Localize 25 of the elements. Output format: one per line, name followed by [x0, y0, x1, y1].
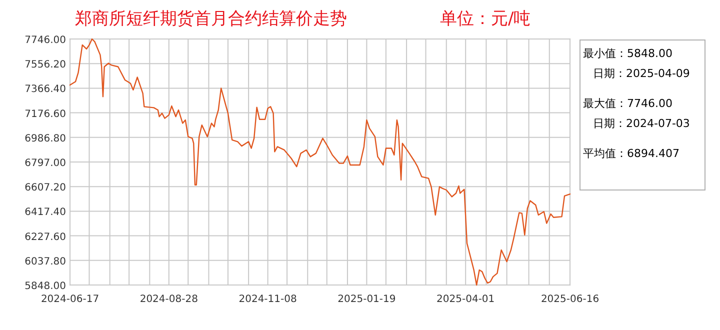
x-tick-label: 2025-01-19 [338, 294, 396, 305]
text: 最大值：7746.00 [583, 97, 672, 110]
y-tick-label: 6227.60 [24, 232, 66, 243]
x-tick-label: 2024-06-17 [40, 294, 100, 305]
y-tick-label: 5848.00 [24, 281, 66, 292]
y-tick-label: 7556.20 [24, 60, 66, 71]
x-tick-label: 2024-11-08 [238, 294, 297, 305]
y-tick-label: 7176.60 [24, 108, 66, 120]
title: 郑商所短纤期货首月合约结算价走势 [75, 9, 347, 29]
y-tick-label: 7366.40 [24, 84, 66, 96]
y-tick-label: 6037.80 [24, 256, 66, 268]
line-series [69, 38, 571, 286]
text: 平均值：6894.407 [583, 147, 680, 160]
y-tick-label: 6607.20 [24, 182, 66, 194]
x-tick-label: 2025-06-16 [540, 294, 600, 305]
y-tick-label: 6797.00 [24, 158, 66, 169]
text: 最小值：5848.00 [583, 47, 672, 60]
text: 日期：2025-04-09 [593, 67, 690, 80]
text: 日期：2024-07-03 [593, 117, 690, 130]
subtitle: 单位：元/吨 [440, 9, 531, 29]
y-tick-label: 6417.40 [24, 207, 66, 218]
y-tick-label: 7746.00 [24, 35, 66, 46]
x-tick-label: 2024-08-28 [140, 294, 198, 305]
y-tick-label: 6986.80 [24, 133, 66, 144]
x-tick-label: 2025-04-01 [436, 294, 495, 305]
